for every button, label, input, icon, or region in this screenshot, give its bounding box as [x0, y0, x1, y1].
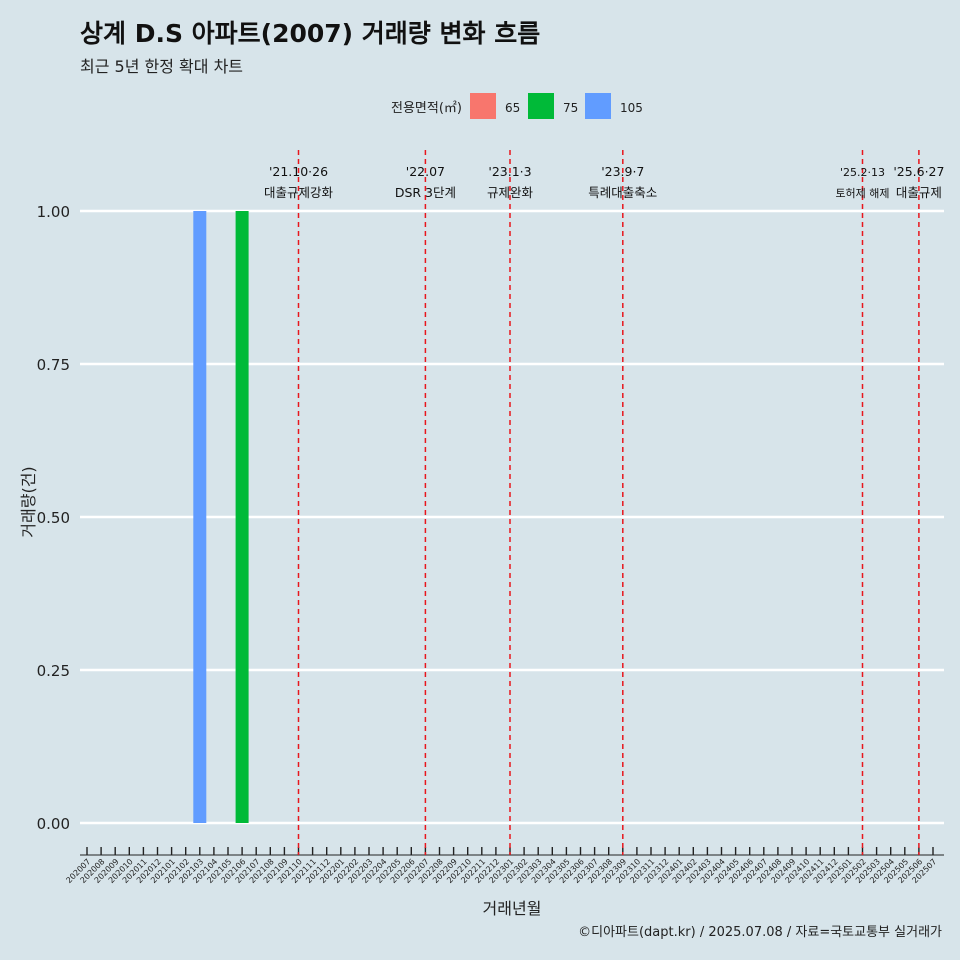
chart-title: 상계 D.S 아파트(2007) 거래량 변화 흐름: [80, 19, 541, 48]
legend-title: 전용면적(㎡): [391, 101, 462, 116]
event-date-label: '21.10·26: [269, 164, 328, 179]
event-date-label: '25.6·27: [893, 164, 944, 179]
event-name-label: 토허제 해제: [835, 186, 889, 200]
legend-label-65: 65: [505, 101, 520, 115]
chart-subtitle: 최근 5년 한정 확대 차트: [80, 57, 244, 76]
bar-105-202103: [193, 211, 207, 823]
source-caption: ©디아파트(dapt.kr) / 2025.07.08 / 자료=국토교통부 실…: [578, 925, 942, 940]
event-date-label: '25.2·13: [840, 166, 885, 179]
event-date-label: '23.9·7: [601, 164, 644, 179]
bar-75-202106: [235, 211, 249, 823]
event-name-label: 특례대출축소: [588, 185, 657, 200]
event-name-label: 규제완화: [487, 185, 534, 200]
legend-key-65: [470, 93, 496, 119]
y-tick-label: 0.25: [37, 662, 70, 680]
event-name-label: 대출규제: [896, 185, 942, 200]
y-tick-label: 0.50: [37, 509, 70, 527]
legend-label-75: 75: [563, 101, 578, 115]
legend-key-75: [528, 93, 554, 119]
event-name-label: DSR 3단계: [395, 185, 456, 200]
x-axis-title: 거래년월: [483, 899, 542, 918]
y-tick-label: 0.75: [37, 356, 70, 374]
event-name-label: 대출규제강화: [264, 185, 334, 200]
y-tick-label: 0.00: [37, 815, 70, 833]
legend-key-105: [585, 93, 611, 119]
y-axis-title: 거래량(건): [19, 466, 38, 537]
event-date-label: '23.1·3: [488, 164, 531, 179]
legend-label-105: 105: [620, 101, 643, 115]
event-date-label: '22.07: [406, 164, 445, 179]
y-tick-label: 1.00: [37, 203, 70, 221]
